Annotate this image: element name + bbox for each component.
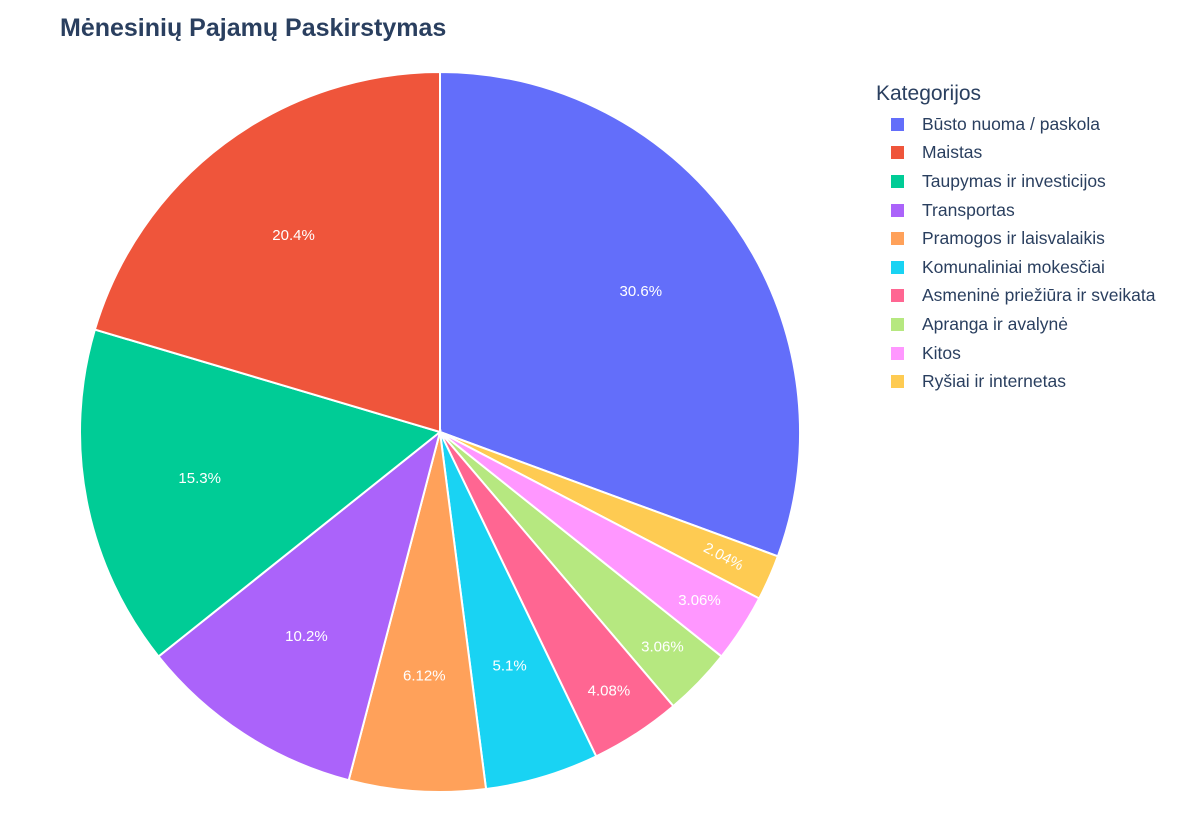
pie-slices — [79, 70, 801, 793]
legend-label: Kitos — [922, 342, 961, 363]
legend-label: Maistas — [922, 142, 983, 163]
pie-slice-maistas — [93, 70, 441, 434]
pie-slice-pramogos-ir-laisvalaikis — [347, 431, 488, 793]
slice-label-maistas: 20.4% — [272, 227, 315, 244]
legend-label: Taupymas ir investicijos — [922, 170, 1106, 191]
legend-item-maistas[interactable]: Maistas — [876, 139, 1155, 168]
legend-swatch — [891, 174, 904, 188]
legend-item-asmenine-prieziura-ir-sveikata[interactable]: Asmeninė priežiūra ir sveikata — [876, 282, 1155, 311]
slice-label-kitos: 3.06% — [678, 592, 721, 609]
pie-slice-labels: 30.6%2.04%3.06%3.06%4.08%5.1%6.12%10.2%1… — [178, 227, 746, 700]
chart-title: Mėnesinių Pajamų Paskirstymas — [60, 14, 447, 42]
legend-title: Kategorijos — [876, 82, 982, 105]
pie-slice-taupymas-ir-investicijos — [79, 328, 443, 658]
legend-item-komunaliniai-mokesciai[interactable]: Komunaliniai mokesčiai — [876, 253, 1155, 282]
legend-swatch — [891, 260, 904, 274]
slice-label-pramogos-ir-laisvalaikis: 6.12% — [403, 667, 446, 684]
legend-swatch — [891, 146, 904, 160]
slice-label-komunaliniai-mokesciai: 5.1% — [493, 658, 527, 675]
slice-label-transportas: 10.2% — [285, 628, 328, 645]
legend-item-apranga-ir-avalyne[interactable]: Apranga ir avalynė — [876, 310, 1155, 339]
pie-slice-busto-nuoma-paskola — [439, 70, 801, 558]
legend-swatch — [891, 117, 904, 131]
legend-label: Komunaliniai mokesčiai — [922, 256, 1105, 277]
legend-swatch — [891, 346, 904, 360]
slice-label-busto-nuoma-paskola: 30.6% — [620, 283, 663, 300]
slice-label-apranga-ir-avalyne: 3.06% — [641, 638, 684, 655]
legend-item-kitos[interactable]: Kitos — [876, 339, 1155, 368]
pie-slice-transportas — [157, 429, 442, 782]
legend-swatch — [891, 289, 904, 303]
legend-items: Būsto nuoma / paskola Maistas Taupymas ir … — [876, 110, 1155, 396]
legend-swatch — [891, 203, 904, 217]
legend-swatch — [891, 375, 904, 389]
slice-label-asmenine-prieziura-ir-sveikata: 4.08% — [588, 682, 631, 699]
legend-label: Transportas — [922, 199, 1015, 220]
legend-swatch — [891, 317, 904, 331]
legend-swatch — [891, 232, 904, 246]
legend-label: Ryšiai ir internetas — [922, 371, 1066, 392]
legend-item-busto-nuoma-paskola[interactable]: Būsto nuoma / paskola — [876, 110, 1155, 139]
legend-label: Būsto nuoma / paskola — [922, 113, 1101, 134]
legend-item-rysiai-ir-internetas[interactable]: Ryšiai ir internetas — [876, 367, 1155, 396]
legend-label: Pramogos ir laisvalaikis — [922, 228, 1105, 249]
legend: Kategorijos Būsto nuoma / paskola Maistas… — [876, 80, 1155, 396]
legend-label: Asmeninė priežiūra ir sveikata — [922, 285, 1156, 306]
legend-item-pramogos-ir-laisvalaikis[interactable]: Pramogos ir laisvalaikis — [876, 224, 1155, 253]
slice-label-taupymas-ir-investicijos: 15.3% — [178, 470, 221, 487]
legend-item-transportas[interactable]: Transportas — [876, 196, 1155, 225]
legend-item-taupymas-ir-investicijos[interactable]: Taupymas ir investicijos — [876, 167, 1155, 196]
legend-label: Apranga ir avalynė — [922, 313, 1068, 334]
